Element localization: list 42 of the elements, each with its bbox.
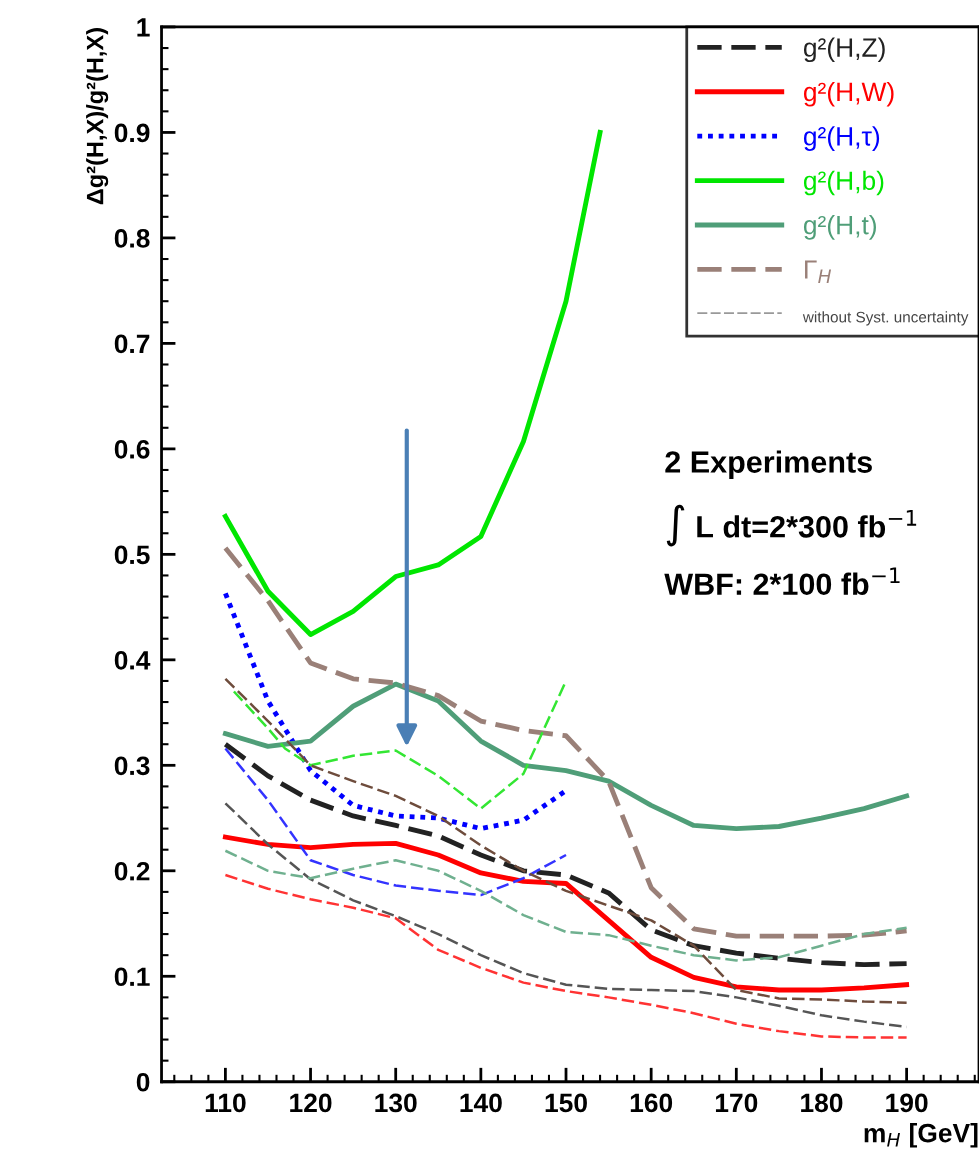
annotation: WBF: 2*100 fb$^{−1}$: [664, 567, 900, 596]
line-series: [222, 741, 910, 968]
y-tick-label: 1: [137, 18, 150, 37]
x-axis-title: m$_{H}$ [GeV]: [864, 1123, 978, 1148]
y-tick-label: 0.3: [114, 756, 150, 776]
x-tick-label: 130: [375, 1093, 417, 1113]
x-tick-label: 120: [290, 1093, 332, 1113]
line-series: [224, 747, 568, 897]
x-tick-label: 180: [801, 1093, 843, 1113]
y-tick-label: 0.7: [114, 334, 150, 354]
y-tick-label: 0: [136, 1072, 150, 1092]
line-series: [222, 681, 910, 832]
legend-label: Γ$_{H}$: [805, 260, 832, 283]
x-tick-label: 140: [460, 1093, 502, 1113]
line-series: [222, 130, 603, 637]
line-series: [224, 873, 908, 1039]
y-tick-label: 0.6: [114, 440, 150, 459]
y-tick-label: 0.4: [114, 650, 151, 670]
line-series: [224, 802, 908, 1029]
y-tick-label: 0.8: [114, 229, 150, 248]
x-tick-label: 170: [715, 1093, 758, 1113]
y-tick-label: 0.5: [114, 545, 150, 565]
annotation: without Syst. uncertainty: [802, 311, 969, 326]
annotation: ∫ L dt=2*300 fb$^{−1}$: [666, 504, 917, 547]
y-tick-label: 0.9: [114, 123, 150, 143]
legend-label: g²(H,τ): [803, 126, 880, 151]
x-tick-label: 160: [630, 1093, 673, 1113]
annotation: 2 Experiments: [665, 450, 872, 479]
line-series: [222, 545, 910, 939]
x-tick-label: 150: [545, 1093, 587, 1113]
line-series: [224, 849, 908, 962]
y-tick-label: 0.2: [114, 861, 150, 881]
line-series: [222, 834, 910, 993]
x-tick-label: 190: [886, 1093, 928, 1113]
legend-label: g²(H,Z): [803, 37, 885, 63]
y-axis-title: Δg²(H,X)/g²(H,X): [86, 28, 109, 205]
line-series: [224, 677, 908, 1004]
y-tick-label: 0.1: [114, 967, 150, 987]
legend-label: g²(H,b): [803, 170, 884, 196]
legend-label: g²(H,W): [803, 81, 894, 107]
x-tick-label: 110: [205, 1093, 246, 1113]
legend-label: g²(H,t): [803, 215, 876, 240]
